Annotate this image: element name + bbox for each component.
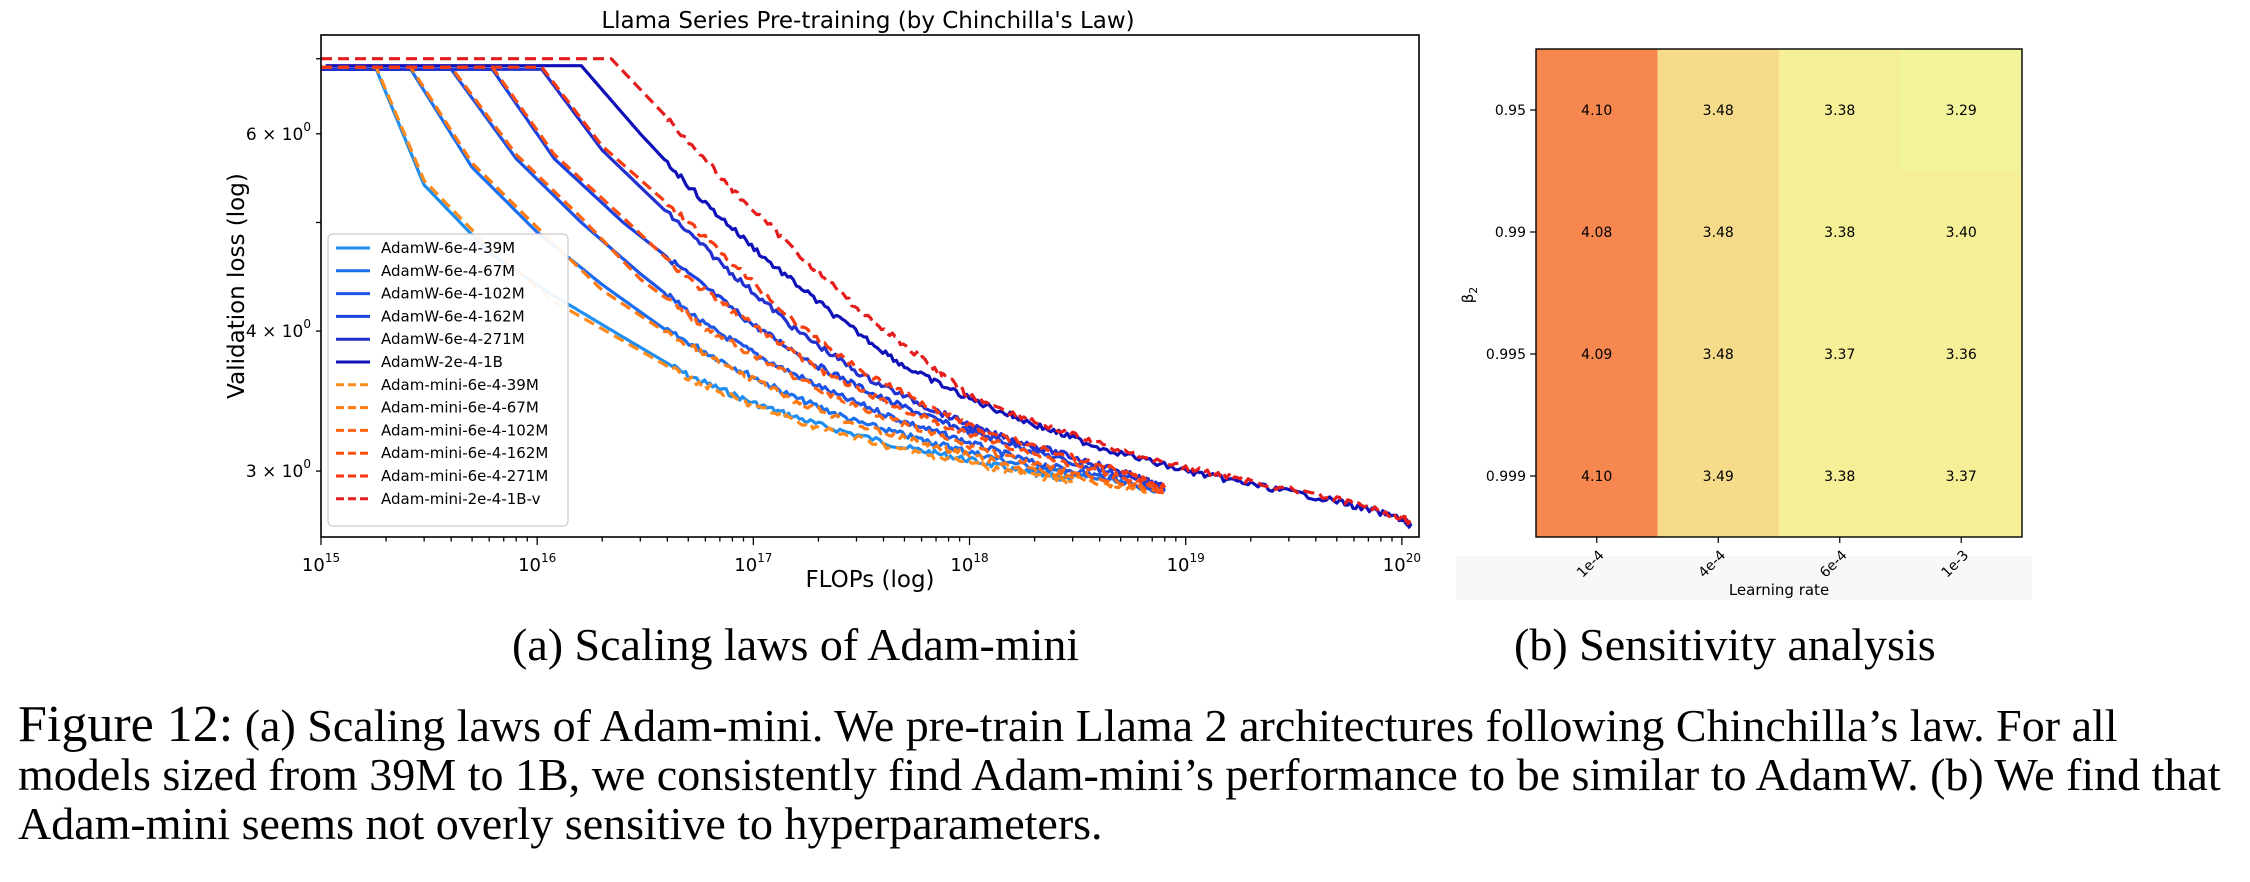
legend-label: Adam-mini-2e-4-1B-v — [381, 490, 541, 508]
series-line-AdamW-6e-4-162M — [321, 67, 1166, 493]
heatmap-y-tick-label: 0.999 — [1486, 469, 1526, 485]
heatmap-cell — [1900, 171, 2023, 294]
x-axis-label: FLOPs (log) — [805, 567, 934, 593]
heatmap-cell — [1657, 171, 1780, 294]
heatmap-cell — [1900, 293, 2023, 416]
heatmap-y-label-sub: 2 — [1467, 287, 1480, 294]
legend-label: AdamW-6e-4-67M — [381, 262, 515, 280]
legend-label: Adam-mini-6e-4-39M — [381, 376, 539, 394]
subcaption-b: (b) Sensitivity analysis — [1514, 619, 1936, 670]
series-line-Adam-mini-2e-4-1B-v — [321, 57, 1413, 529]
heatmap-backdrop — [1456, 556, 2032, 600]
heatmap-value-label: 4.10 — [1581, 469, 1612, 485]
series-line-AdamW-6e-4-271M — [321, 67, 1166, 490]
heatmap-value-label: 4.08 — [1581, 225, 1612, 241]
x-tick-label: 1015 — [302, 551, 340, 576]
heatmap-cell — [1779, 293, 1901, 416]
y-axis-ticks: 6 × 100 4 × 100 3 × 100 — [246, 58, 321, 482]
heatmap-value-label: 3.40 — [1946, 225, 1977, 241]
y-tick-label: 6 × 100 — [246, 120, 311, 145]
heatmap-value-label: 4.10 — [1581, 103, 1612, 119]
heatmap-value-label: 3.48 — [1703, 103, 1734, 119]
legend-label: Adam-mini-6e-4-67M — [381, 399, 539, 417]
heatmap-cell — [1536, 171, 1658, 294]
heatmap-frame — [1535, 48, 2023, 538]
x-tick-label: 1016 — [518, 551, 556, 576]
heatmap-value-label: 4.09 — [1581, 347, 1612, 363]
heatmap-cells: 4.10 3.48 3.38 3.29 4.08 3.48 3.38 3.40 4.09 3.48… — [1536, 49, 2023, 538]
heatmap-cell — [1779, 49, 1901, 172]
heatmap-value-label: 3.48 — [1703, 347, 1734, 363]
plot-frame — [320, 34, 1420, 538]
series-line-Adam-mini-6e-4-102M — [321, 65, 1166, 494]
figure-caption: Figure 12: (a) Scaling laws of Adam-mini… — [18, 699, 2233, 849]
legend-label: AdamW-6e-4-271M — [381, 330, 525, 348]
series-line-Adam-mini-6e-4-162M — [321, 65, 1167, 495]
heatmap-cell — [1657, 415, 1780, 538]
x-tick-label: 1018 — [950, 551, 988, 576]
sensitivity-heatmap: 4.10 3.48 3.38 3.29 4.08 3.48 3.38 3.40 4.09 3.48… — [1456, 48, 2032, 600]
heatmap-y-ticks: 0.95 0.99 0.995 0.999 — [1486, 103, 1536, 485]
heatmap-y-label-base: β — [1459, 294, 1477, 304]
legend-label: Adam-mini-6e-4-102M — [381, 421, 548, 439]
figure-plots: Llama Series Pre-training (by Chinchilla… — [224, 8, 2032, 600]
heatmap-x-label: Learning rate — [1729, 581, 1829, 599]
heatmap-value-label: 3.37 — [1946, 469, 1977, 485]
heatmap-cell — [1536, 415, 1658, 538]
heatmap-cell — [1900, 415, 2023, 538]
x-tick-label: 1017 — [734, 551, 772, 576]
heatmap-value-label: 3.48 — [1703, 225, 1734, 241]
legend-box — [327, 233, 569, 527]
heatmap-value-label: 3.37 — [1824, 347, 1855, 363]
heatmap-value-label: 3.38 — [1824, 225, 1855, 241]
heatmap-cell — [1536, 293, 1658, 416]
series-line-Adam-mini-6e-4-67M — [321, 65, 1166, 494]
figure-caption-text: (a) Scaling laws of Adam-mini. We pre-tr… — [18, 700, 2221, 849]
legend-label: AdamW-6e-4-102M — [381, 285, 525, 303]
heatmap-y-label: β2 — [1459, 287, 1480, 304]
series-line-Adam-mini-6e-4-271M — [321, 65, 1167, 490]
heatmap-y-tick-label: 0.99 — [1495, 225, 1526, 241]
heatmap-cell — [1900, 49, 2023, 172]
heatmap-value-label: 3.38 — [1824, 469, 1855, 485]
legend-label: Adam-mini-6e-4-162M — [381, 444, 548, 462]
y-tick-label: 3 × 100 — [246, 457, 311, 482]
legend-label: AdamW-6e-4-162M — [381, 307, 525, 325]
y-axis-label: Validation loss (log) — [224, 173, 250, 399]
heatmap-value-label: 3.49 — [1703, 469, 1734, 485]
heatmap-y-tick-label: 0.95 — [1495, 103, 1526, 119]
scaling-laws-chart: Llama Series Pre-training (by Chinchilla… — [224, 8, 1421, 593]
x-axis-ticks: 1015 1016 1017 1018 1019 1020 — [302, 537, 1421, 576]
legend: AdamW-6e-4-39M AdamW-6e-4-67M AdamW-6e-4-1… — [327, 233, 569, 527]
heatmap-value-label: 3.36 — [1946, 347, 1977, 363]
heatmap-cell — [1779, 171, 1901, 294]
legend-label: Adam-mini-6e-4-271M — [381, 467, 548, 485]
heatmap-y-tick-label: 0.995 — [1486, 347, 1526, 363]
figure-label: Figure 12: — [18, 696, 234, 753]
series-line-AdamW-2e-4-1B — [325, 64, 1413, 529]
heatmap-cell — [1657, 49, 1780, 172]
y-tick-label: 4 × 100 — [246, 317, 311, 342]
heatmap-cell — [1657, 293, 1780, 416]
legend-label: AdamW-2e-4-1B — [381, 353, 503, 371]
subcaption-a: (a) Scaling laws of Adam-mini — [512, 619, 1080, 670]
chart-title: Llama Series Pre-training (by Chinchilla… — [601, 8, 1134, 34]
heatmap-cell — [1779, 415, 1901, 538]
heatmap-value-label: 3.38 — [1824, 103, 1855, 119]
legend-label: AdamW-6e-4-39M — [381, 239, 515, 257]
heatmap-value-label: 3.29 — [1946, 103, 1977, 119]
x-tick-label: 1020 — [1383, 551, 1421, 576]
series-line-Adam-mini-6e-4-39M — [321, 65, 1074, 485]
heatmap-cell — [1536, 49, 1658, 172]
x-tick-label: 1019 — [1167, 551, 1205, 576]
